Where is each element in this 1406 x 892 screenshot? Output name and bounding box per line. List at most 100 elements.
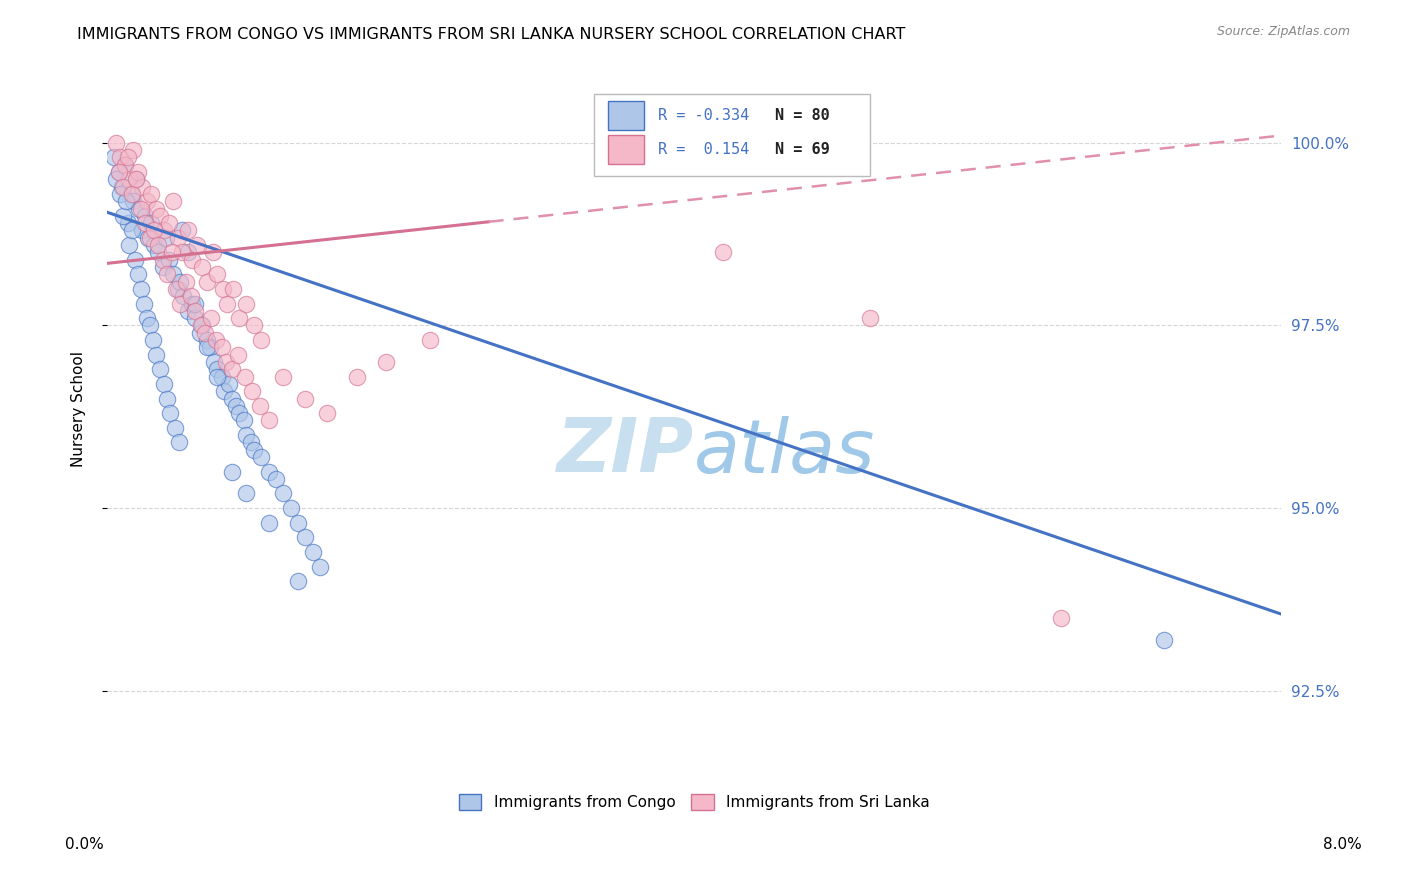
Point bbox=[155, 231, 177, 245]
Point bbox=[250, 450, 273, 464]
Point bbox=[145, 202, 167, 216]
Point bbox=[152, 252, 174, 267]
Point bbox=[160, 245, 183, 260]
Point bbox=[235, 296, 257, 310]
Point bbox=[162, 194, 184, 209]
Point bbox=[243, 318, 266, 333]
Point bbox=[131, 179, 153, 194]
Text: 0.0%: 0.0% bbox=[65, 838, 104, 852]
Point bbox=[181, 296, 204, 310]
Point bbox=[222, 282, 245, 296]
Point bbox=[129, 282, 152, 296]
Point bbox=[181, 252, 204, 267]
Point bbox=[249, 399, 271, 413]
Point bbox=[134, 216, 156, 230]
Point bbox=[191, 318, 214, 333]
Point bbox=[190, 318, 212, 333]
Point bbox=[212, 282, 235, 296]
Point bbox=[294, 530, 316, 544]
Point bbox=[221, 392, 243, 406]
Point bbox=[198, 340, 221, 354]
Point bbox=[127, 165, 149, 179]
Legend: Immigrants from Congo, Immigrants from Sri Lanka: Immigrants from Congo, Immigrants from S… bbox=[453, 789, 936, 816]
Point bbox=[186, 238, 208, 252]
Point bbox=[271, 486, 294, 500]
Point bbox=[128, 202, 150, 216]
Point bbox=[713, 245, 735, 260]
Point bbox=[149, 362, 172, 376]
Point bbox=[374, 355, 396, 369]
Point bbox=[176, 275, 198, 289]
Point bbox=[184, 296, 207, 310]
Point bbox=[180, 289, 202, 303]
FancyBboxPatch shape bbox=[595, 95, 870, 176]
Point bbox=[240, 384, 263, 399]
Point bbox=[235, 486, 257, 500]
Point bbox=[184, 311, 207, 326]
Point bbox=[233, 369, 256, 384]
Point bbox=[201, 245, 224, 260]
Point bbox=[169, 296, 191, 310]
Point bbox=[250, 333, 273, 347]
Point bbox=[287, 516, 309, 530]
Text: R =  0.154: R = 0.154 bbox=[658, 142, 749, 157]
Point bbox=[226, 348, 249, 362]
Point bbox=[117, 216, 139, 230]
Point bbox=[108, 165, 131, 179]
Text: R = -0.334: R = -0.334 bbox=[658, 108, 749, 123]
Point bbox=[1050, 610, 1073, 624]
Point bbox=[114, 158, 136, 172]
Point bbox=[228, 311, 250, 326]
Point bbox=[204, 333, 226, 347]
Point bbox=[112, 179, 135, 194]
Point bbox=[152, 260, 174, 274]
Point bbox=[156, 268, 179, 282]
Point bbox=[139, 186, 162, 201]
Point bbox=[195, 275, 218, 289]
FancyBboxPatch shape bbox=[609, 136, 644, 163]
Point bbox=[121, 186, 143, 201]
Point bbox=[177, 223, 200, 237]
Point bbox=[138, 318, 160, 333]
Point bbox=[170, 223, 193, 237]
Point bbox=[157, 252, 180, 267]
Point bbox=[143, 223, 166, 237]
Point bbox=[103, 150, 125, 164]
Point bbox=[104, 172, 127, 186]
Point bbox=[167, 435, 190, 450]
Point bbox=[184, 303, 207, 318]
Point bbox=[191, 260, 214, 274]
Point bbox=[257, 516, 280, 530]
Point bbox=[169, 275, 191, 289]
Point bbox=[177, 303, 200, 318]
Point bbox=[177, 245, 200, 260]
Point bbox=[135, 311, 157, 326]
Point bbox=[127, 268, 149, 282]
Point bbox=[271, 369, 294, 384]
Point bbox=[166, 282, 188, 296]
Point bbox=[124, 252, 146, 267]
Point bbox=[205, 268, 228, 282]
Point bbox=[138, 231, 160, 245]
Point bbox=[148, 245, 170, 260]
Point bbox=[111, 179, 134, 194]
Point bbox=[202, 355, 225, 369]
Point bbox=[142, 333, 165, 347]
Text: ZIP: ZIP bbox=[557, 416, 695, 489]
Point bbox=[217, 296, 239, 310]
Point bbox=[228, 406, 250, 420]
Point bbox=[122, 194, 145, 209]
Point bbox=[235, 428, 257, 442]
Point bbox=[132, 296, 155, 310]
Point bbox=[159, 406, 181, 420]
Point bbox=[118, 172, 141, 186]
Point bbox=[195, 340, 218, 354]
Point bbox=[294, 392, 316, 406]
Point bbox=[121, 223, 143, 237]
Point bbox=[115, 194, 138, 209]
Y-axis label: Nursery School: Nursery School bbox=[72, 351, 86, 467]
Point bbox=[225, 399, 247, 413]
Point bbox=[309, 559, 332, 574]
Point bbox=[859, 311, 882, 326]
Point bbox=[110, 186, 132, 201]
